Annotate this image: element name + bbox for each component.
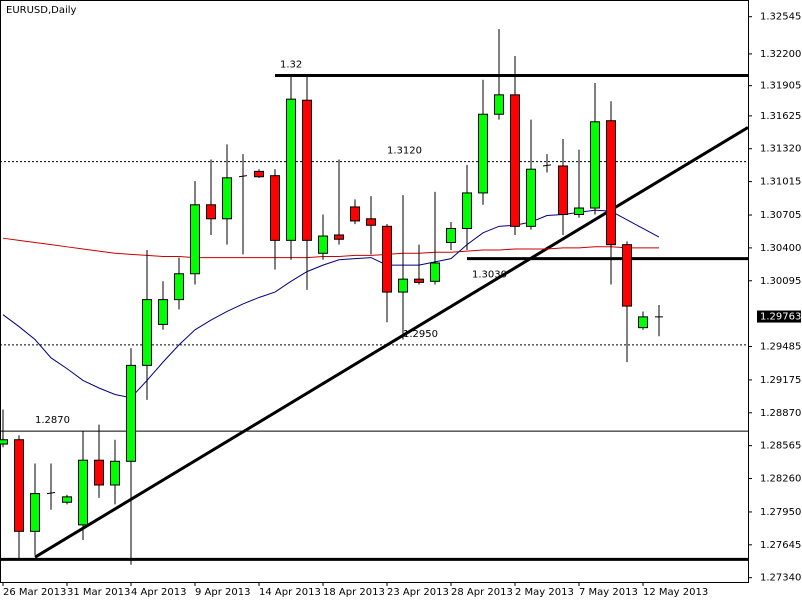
candle-body	[30, 493, 40, 532]
candle-body	[142, 299, 152, 366]
level-label: 1.32	[280, 59, 302, 70]
x-tick-label: 12 May 2013	[643, 587, 708, 598]
candle-body	[62, 496, 72, 503]
x-tick-label: 26 Mar 2013	[3, 587, 66, 598]
trendline	[34, 126, 749, 559]
candle-body	[126, 364, 136, 462]
candle-body	[478, 113, 488, 194]
x-tick-label: 31 Mar 2013	[67, 587, 130, 598]
x-tick-label: 23 Apr 2013	[387, 587, 449, 598]
x-tick-label: 4 Apr 2013	[131, 587, 186, 598]
candle-body	[542, 164, 552, 167]
candle-body	[462, 192, 472, 229]
x-tick-label: 2 May 2013	[515, 587, 574, 598]
y-tick-label: 1.30095	[760, 276, 801, 287]
candle-body	[366, 218, 376, 226]
candle-body	[0, 439, 8, 445]
y-tick-label: 1.29485	[760, 342, 801, 353]
level-label: 1.3120	[387, 146, 422, 157]
y-tick-label: 1.28565	[760, 441, 801, 452]
candle-body	[190, 204, 200, 275]
x-tick-label: 14 Apr 2013	[259, 587, 321, 598]
moving-average	[2, 237, 659, 259]
y-tick-label: 1.29175	[760, 375, 801, 386]
candle-body	[78, 459, 88, 526]
candle-body	[334, 234, 344, 240]
y-tick-label: 1.32200	[760, 49, 801, 60]
candle-body	[110, 460, 120, 486]
y-tick-label: 1.27340	[760, 573, 801, 584]
current-price-box	[757, 310, 801, 323]
candle-body	[254, 170, 264, 178]
candle-body	[46, 492, 56, 495]
y-tick-label: 1.30400	[760, 243, 801, 254]
y-tick-label: 1.28870	[760, 408, 801, 419]
level-label: 1.2950	[403, 329, 438, 340]
y-tick-label: 1.27645	[760, 540, 801, 551]
candle-body	[302, 99, 312, 241]
candle-body	[222, 177, 232, 220]
plot-frame	[0, 0, 749, 583]
candle-body	[14, 439, 24, 532]
candle-body	[574, 207, 584, 215]
y-tick-label: 1.28260	[760, 474, 801, 485]
candle-body	[238, 175, 248, 178]
candle-body	[414, 278, 424, 283]
x-tick-label: 28 Apr 2013	[451, 587, 513, 598]
moving-average	[2, 209, 660, 399]
level-label: 1.2870	[35, 415, 70, 426]
y-tick-label: 1.31625	[760, 111, 801, 122]
candle-body	[526, 168, 536, 227]
candle-body	[270, 175, 280, 241]
candle-body	[638, 316, 648, 329]
y-tick-label: 1.31015	[760, 177, 801, 188]
x-tick-label: 18 Apr 2013	[323, 587, 385, 598]
candle-body	[94, 459, 104, 486]
candle-body	[286, 98, 296, 241]
y-tick-label: 1.32545	[760, 12, 801, 23]
candle-body	[398, 278, 408, 293]
y-tick-label: 1.31320	[760, 144, 801, 155]
candle-body	[350, 206, 360, 222]
x-tick-label: 9 Apr 2013	[195, 587, 250, 598]
candle-body	[558, 165, 568, 215]
y-tick-label: 1.31905	[760, 81, 801, 92]
candle-body	[622, 244, 632, 307]
chart-title: EURUSD,Daily	[6, 5, 77, 16]
level-label: 1.3030	[472, 270, 507, 281]
current-price-label: 1.29763	[760, 312, 801, 323]
candle-body	[382, 225, 392, 293]
candle-body	[606, 120, 616, 246]
candle-body	[430, 262, 440, 282]
candle-body	[510, 94, 520, 227]
candle-body	[494, 94, 504, 115]
y-tick-label: 1.30705	[760, 210, 801, 221]
x-tick-label: 7 May 2013	[579, 587, 638, 598]
candle-body	[590, 121, 600, 209]
candle-body	[158, 299, 168, 325]
y-tick-label: 1.27950	[760, 507, 801, 518]
candle-body	[318, 235, 328, 254]
candle-body	[206, 204, 216, 220]
candle-body	[446, 227, 456, 244]
candle-body	[174, 273, 184, 301]
